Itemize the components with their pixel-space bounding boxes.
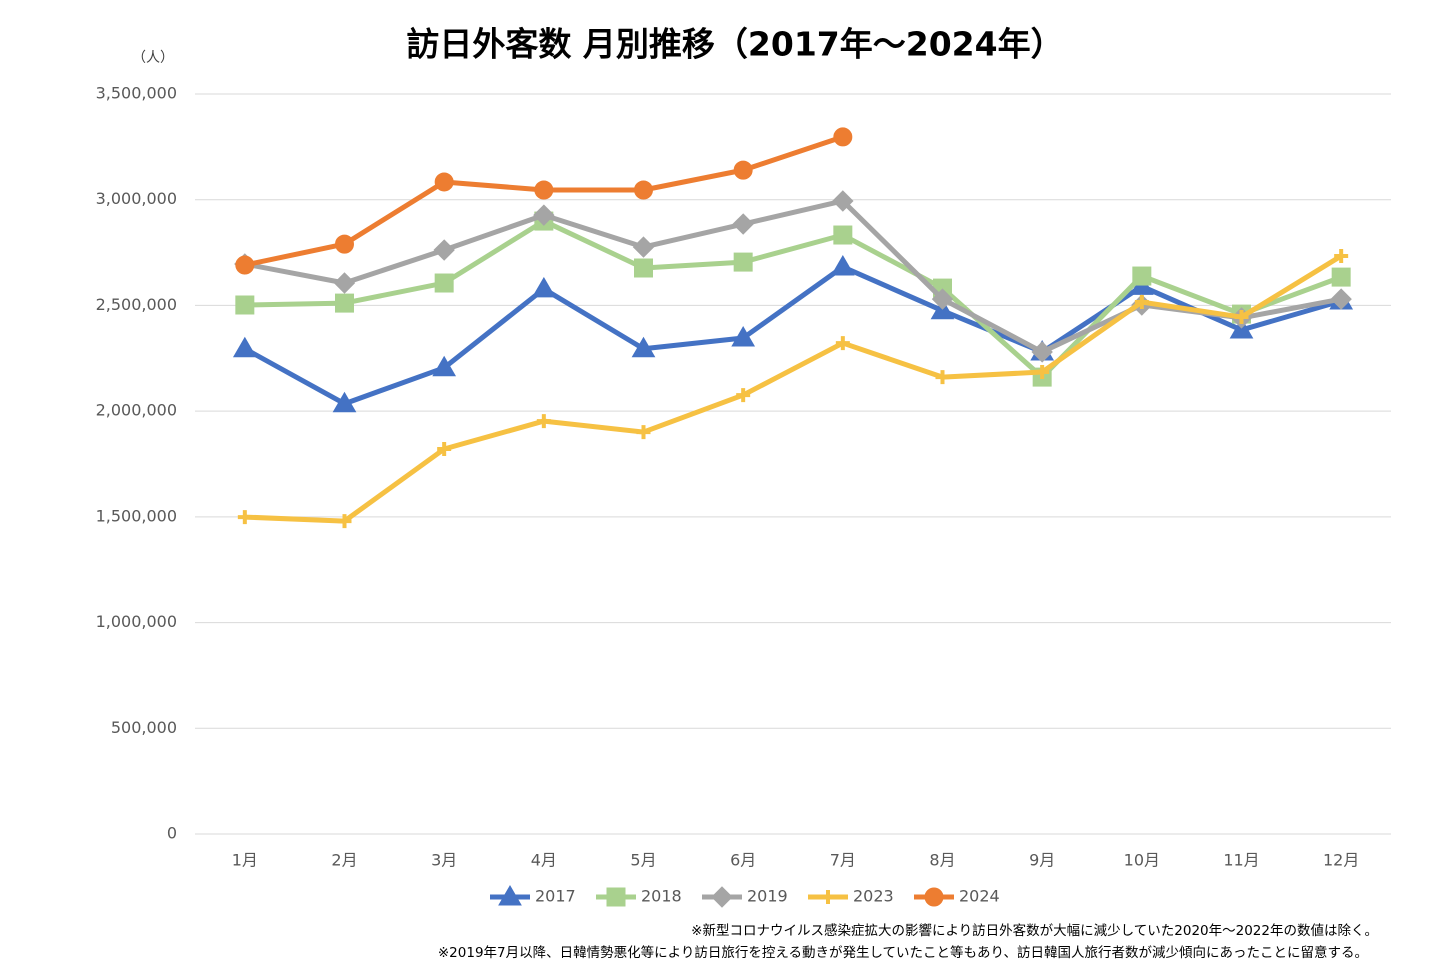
x-tick-label: 2月 — [331, 851, 357, 870]
marker — [1035, 365, 1050, 380]
marker — [531, 276, 556, 298]
x-tick-label: 10月 — [1124, 851, 1160, 870]
marker — [830, 254, 855, 276]
marker — [636, 425, 651, 440]
legend-label: 2019 — [747, 887, 788, 906]
marker — [335, 293, 354, 313]
legend-label: 2024 — [959, 887, 1000, 906]
marker — [931, 288, 954, 310]
x-tick-label: 8月 — [929, 851, 955, 870]
marker — [1031, 341, 1053, 363]
legend-label: 2023 — [853, 887, 894, 906]
x-tick-label: 3月 — [431, 851, 457, 870]
marker — [634, 258, 653, 278]
marker — [711, 886, 733, 908]
marker — [634, 180, 653, 200]
marker — [434, 273, 454, 293]
marker — [232, 336, 257, 358]
series-line — [244, 218, 1343, 380]
marker — [832, 190, 854, 212]
marker — [924, 887, 944, 907]
marker — [833, 225, 853, 245]
marker — [632, 236, 655, 258]
marker — [733, 160, 753, 180]
marker — [731, 325, 756, 347]
marker — [332, 391, 357, 413]
marker — [437, 441, 452, 456]
marker — [433, 239, 455, 261]
x-tick-label: 6月 — [730, 851, 756, 870]
marker — [821, 890, 835, 904]
chart-title: 訪日外客数 月別推移（2017年～2024年） — [406, 25, 1063, 64]
marker — [1330, 288, 1352, 310]
y-tick-label: 1,500,000 — [96, 506, 177, 525]
x-tick-label: 5月 — [630, 851, 656, 870]
y-tick-label: 0 — [167, 824, 177, 843]
marker — [935, 370, 950, 385]
marker — [237, 510, 252, 525]
y-tick-label: 2,000,000 — [96, 401, 177, 420]
series-line — [243, 264, 1342, 407]
marker — [536, 414, 551, 429]
y-tick-label: 3,500,000 — [96, 84, 177, 103]
marker — [533, 204, 555, 226]
marker — [1134, 295, 1149, 310]
marker — [1132, 266, 1152, 286]
marker — [335, 234, 354, 254]
marker — [432, 355, 457, 377]
legend-label: 2018 — [641, 887, 682, 906]
marker — [1234, 310, 1249, 325]
marker — [606, 887, 626, 907]
marker — [1331, 267, 1351, 287]
x-tick-label: 11月 — [1223, 851, 1259, 870]
marker — [631, 336, 656, 358]
marker — [833, 127, 853, 147]
marker — [534, 180, 554, 200]
x-tick-label: 9月 — [1029, 851, 1055, 870]
marker — [736, 388, 751, 403]
marker — [235, 295, 255, 315]
y-tick-label: 1,000,000 — [96, 612, 177, 631]
marker — [733, 252, 753, 272]
y-tick-label: 3,000,000 — [96, 189, 177, 208]
marker — [434, 172, 454, 192]
x-tick-label: 7月 — [830, 851, 856, 870]
marker — [835, 336, 850, 351]
marker — [337, 514, 352, 529]
y-unit: （人） — [132, 50, 174, 66]
y-tick-label: 2,500,000 — [96, 295, 177, 314]
x-tick-label: 4月 — [531, 851, 557, 870]
y-tick-label: 500,000 — [111, 718, 177, 737]
footnote: ※新型コロナウイルス感染症拡大の影響により訪日外客数が大幅に減少していた2020… — [691, 922, 1378, 939]
marker — [498, 885, 522, 906]
marker — [333, 272, 356, 294]
series-line — [244, 134, 844, 268]
series-line — [244, 253, 1343, 524]
marker — [732, 213, 754, 235]
legend-label: 2017 — [535, 887, 576, 906]
x-tick-label: 12月 — [1323, 851, 1359, 870]
marker — [1334, 248, 1349, 263]
series-line — [244, 198, 1342, 355]
x-tick-label: 1月 — [232, 851, 258, 870]
marker — [235, 255, 255, 275]
footnote: ※2019年7月以降、日韓情勢悪化等により訪日旅行を控える動きが発生していたこと… — [438, 944, 1368, 961]
